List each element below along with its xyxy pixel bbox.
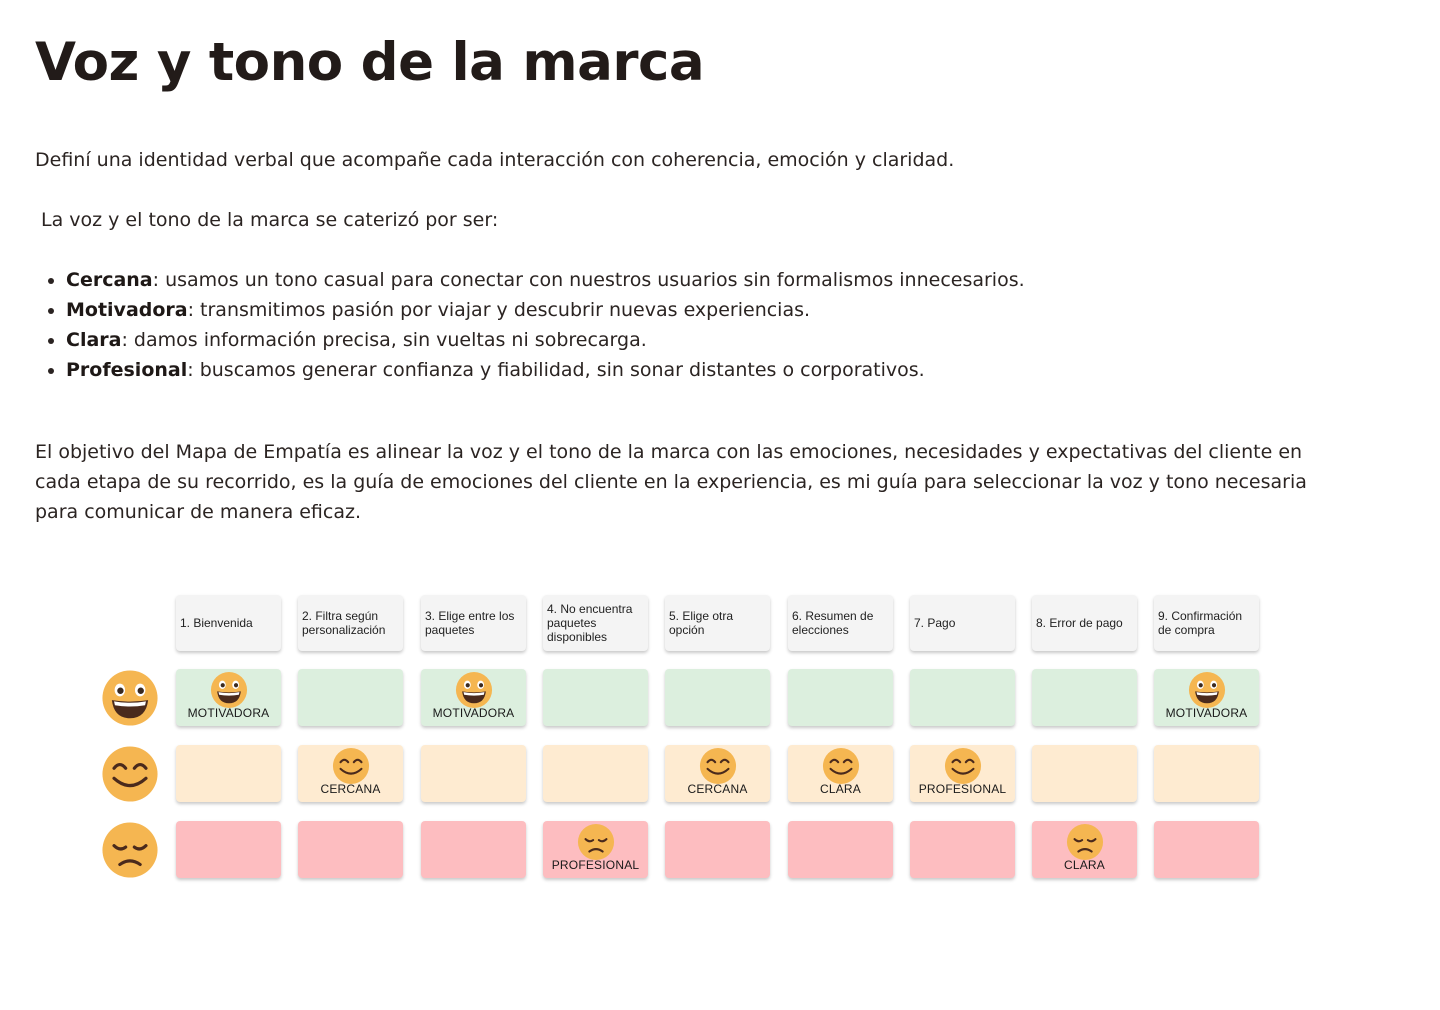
- emotion-cell-happy: [1032, 669, 1137, 726]
- stage-label: 6. Resumen de elecciones: [792, 609, 874, 637]
- tone-label: MOTIVADORA: [432, 706, 515, 720]
- emotion-cell-sad: [176, 821, 281, 878]
- trait-name: Motivadora: [66, 299, 188, 321]
- emotion-cell-happy: [665, 669, 770, 726]
- trait-item: Motivadora: transmitimos pasión por viaj…: [46, 295, 1025, 325]
- grinning-face-icon: [210, 671, 247, 709]
- intro-text: Definí una identidad verbal que acompañe…: [35, 149, 955, 171]
- emotion-cell-happy: [543, 669, 648, 726]
- stage-label: 4. No encuentra paquetes disponibles: [547, 602, 633, 644]
- grinning-face-icon: [455, 671, 492, 709]
- trait-name: Clara: [66, 329, 122, 351]
- trait-description: : buscamos generar confianza y fiabilida…: [187, 359, 925, 381]
- emotion-cell-smile: [176, 745, 281, 802]
- page-title: Voz y tono de la marca: [35, 32, 705, 93]
- emotion-cell-smile: CERCANA: [298, 745, 403, 802]
- emotion-cell-happy: [788, 669, 893, 726]
- traits-intro: La voz y el tono de la marca se caterizó…: [41, 209, 499, 231]
- grinning-face-icon: [1188, 671, 1225, 709]
- objective-paragraph: El objetivo del Mapa de Empatía es aline…: [35, 441, 1307, 523]
- stage-label: 2. Filtra según personalización: [302, 609, 386, 637]
- emotion-cell-happy: MOTIVADORA: [176, 669, 281, 726]
- smiling-face-icon: [944, 747, 981, 785]
- traits-list: Cercana: usamos un tono casual para cone…: [46, 265, 1025, 385]
- emotion-cell-happy: MOTIVADORA: [1154, 669, 1259, 726]
- emotion-cell-sad: CLARA: [1032, 821, 1137, 878]
- emotion-cell-happy: MOTIVADORA: [421, 669, 526, 726]
- emotion-cell-smile: [1032, 745, 1137, 802]
- stage-header: 8. Error de pago: [1032, 595, 1137, 651]
- stage-header: 5. Elige otra opción: [665, 595, 770, 651]
- trait-description: : damos información precisa, sin vueltas…: [121, 329, 647, 351]
- disappointed-face-icon: [577, 823, 614, 861]
- emotion-cell-smile: [421, 745, 526, 802]
- emotion-cell-sad: [910, 821, 1015, 878]
- stage-header: 4. No encuentra paquetes disponibles: [543, 595, 648, 651]
- stage-label: 3. Elige entre los paquetes: [425, 609, 515, 637]
- tone-label: MOTIVADORA: [187, 706, 270, 720]
- trait-item: Profesional: buscamos generar confianza …: [46, 355, 1025, 385]
- disappointed-face-icon: [1066, 823, 1103, 861]
- tone-label: MOTIVADORA: [1165, 706, 1248, 720]
- emotion-cell-smile: [1154, 745, 1259, 802]
- emotion-cell-sad: [665, 821, 770, 878]
- tone-label: CLARA: [1063, 858, 1105, 872]
- tone-label: PROFESIONAL: [918, 782, 1007, 796]
- tone-label: CERCANA: [687, 782, 748, 796]
- trait-description: : transmitimos pasión por viajar y descu…: [187, 299, 811, 321]
- trait-item: Cercana: usamos un tono casual para cone…: [46, 265, 1025, 295]
- smiling-face-icon: [822, 747, 859, 785]
- emotion-cell-smile: CLARA: [788, 745, 893, 802]
- emotion-cell-smile: [543, 745, 648, 802]
- stage-header: 9. Confirmación de compra: [1154, 595, 1259, 651]
- stage-header: 3. Elige entre los paquetes: [421, 595, 526, 651]
- stage-header: 6. Resumen de elecciones: [788, 595, 893, 651]
- stage-header: 7. Pago: [910, 595, 1015, 651]
- trait-description: : usamos un tono casual para conectar co…: [152, 269, 1025, 291]
- emotion-cell-smile: PROFESIONAL: [910, 745, 1015, 802]
- emotion-cell-sad: PROFESIONAL: [543, 821, 648, 878]
- trait-item: Clara: damos información precisa, sin vu…: [46, 325, 1025, 355]
- stage-header: 1. Bienvenida: [176, 595, 281, 651]
- stage-label: 5. Elige otra opción: [669, 609, 734, 637]
- stage-header: 2. Filtra según personalización: [298, 595, 403, 651]
- smiling-face-icon: [699, 747, 736, 785]
- trait-name: Cercana: [66, 269, 153, 291]
- stage-label: 9. Confirmación de compra: [1158, 609, 1243, 637]
- emotion-cell-sad: [421, 821, 526, 878]
- row-disappointed-face-icon: [102, 822, 158, 878]
- row-grinning-face-icon: [102, 670, 158, 726]
- stage-label: 8. Error de pago: [1036, 616, 1123, 630]
- emotion-cell-happy: [298, 669, 403, 726]
- stage-label: 1. Bienvenida: [180, 616, 253, 630]
- emotion-cell-smile: CERCANA: [665, 745, 770, 802]
- emotion-cell-sad: [788, 821, 893, 878]
- emotion-cell-happy: [910, 669, 1015, 726]
- tone-label: CERCANA: [320, 782, 381, 796]
- row-smiling-face-icon: [102, 746, 158, 802]
- emotion-cell-sad: [298, 821, 403, 878]
- trait-name: Profesional: [66, 359, 188, 381]
- smiling-face-icon: [332, 747, 369, 785]
- stage-label: 7. Pago: [914, 616, 956, 630]
- tone-label: PROFESIONAL: [551, 858, 640, 872]
- emotion-cell-sad: [1154, 821, 1259, 878]
- tone-label: CLARA: [819, 782, 861, 796]
